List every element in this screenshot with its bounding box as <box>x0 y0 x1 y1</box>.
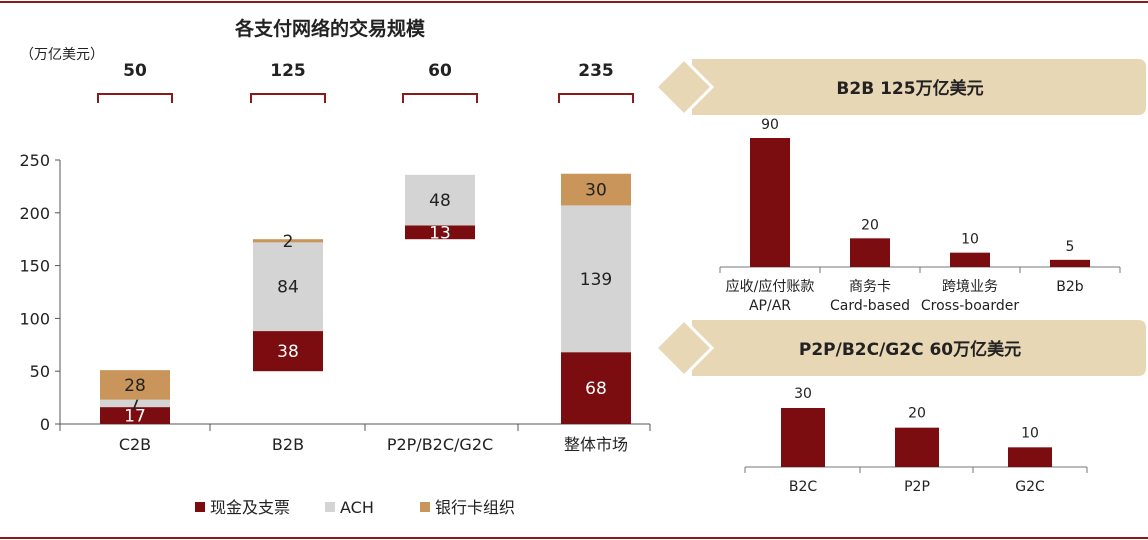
x-tick-label: P2P/B2C/G2C <box>387 435 493 454</box>
stacked-bar-segment <box>253 331 323 372</box>
bar-data-label: 38 <box>277 342 299 362</box>
legend-label: ACH <box>340 498 374 517</box>
total-label: 60 <box>428 61 452 81</box>
p2p-bar-value: 30 <box>794 386 812 402</box>
bar-data-label: 84 <box>277 278 299 298</box>
total-bracket <box>402 93 478 103</box>
y-tick-label: 50 <box>30 362 50 381</box>
stacked-bar-segment <box>561 352 631 424</box>
b2b-bar-value: 10 <box>961 232 979 248</box>
p2p-bar <box>895 427 939 467</box>
bar-data-label: 30 <box>585 181 607 201</box>
y-tick-label: 0 <box>40 415 50 434</box>
x-tick-label: 整体市场 <box>564 435 628 454</box>
legend-swatch <box>420 502 430 512</box>
legend-swatch <box>325 502 335 512</box>
p2p-bar-value: 20 <box>908 406 926 422</box>
stacked-bar-segment <box>100 399 170 408</box>
p2p-bar <box>1008 447 1052 467</box>
b2b-bar <box>950 252 990 267</box>
bar-data-label: 48 <box>429 191 451 211</box>
b2b-category-label: 商务卡 Card-based <box>830 279 910 314</box>
bar-data-label: 68 <box>585 379 607 399</box>
stacked-bar-segment <box>561 205 631 353</box>
total-label: 235 <box>578 61 614 81</box>
y-tick-label: 200 <box>19 204 50 223</box>
banner-diamond <box>653 317 715 379</box>
p2p-category-label: B2C <box>789 479 818 495</box>
p2p-category-label: G2C <box>1015 479 1045 495</box>
bar-data-label: 139 <box>580 270 612 290</box>
b2b-bar <box>1050 259 1090 267</box>
stacked-bar-segment <box>561 173 631 206</box>
bar-data-label: 28 <box>124 376 146 396</box>
stacked-bar-segment <box>405 225 475 240</box>
b2b-bar-value: 20 <box>861 217 879 233</box>
b2b-category-label: B2b <box>1056 279 1084 295</box>
bar-data-label: 13 <box>429 223 451 243</box>
b2b-bar <box>850 238 890 267</box>
b2b-banner-title: B2B 125万亿美元 <box>836 78 983 99</box>
stacked-bar-segment <box>100 370 170 400</box>
x-tick-label: C2B <box>119 435 151 454</box>
total-bracket <box>558 93 634 103</box>
banner-band <box>692 320 1146 376</box>
stacked-bar-segment <box>100 407 170 424</box>
total-bracket <box>97 93 173 103</box>
bar-data-label: 7 <box>130 394 141 414</box>
stacked-bar-segment <box>253 242 323 332</box>
b2b-category-label: 应收/应付账款 AP/AR <box>726 278 815 314</box>
total-label: 125 <box>270 61 306 81</box>
bar-data-label: 17 <box>124 407 146 427</box>
total-label: 50 <box>123 61 147 81</box>
stacked-bar-segment <box>253 239 323 243</box>
x-tick-label: B2B <box>272 435 304 454</box>
total-bracket <box>250 93 326 103</box>
p2p-category-label: P2P <box>904 479 930 495</box>
p2p-bar-value: 10 <box>1021 425 1039 441</box>
p2p-banner-title: P2P/B2C/G2C 60万亿美元 <box>799 339 1021 360</box>
legend-label: 现金及支票 <box>210 498 290 517</box>
y-tick-label: 150 <box>19 257 50 276</box>
legend-label: 银行卡组织 <box>435 498 515 517</box>
banner-diamond <box>653 56 715 118</box>
stacked-bar-segment <box>405 174 475 226</box>
b2b-bar-value: 90 <box>761 117 779 133</box>
y-axis-label: （万亿美元） <box>20 47 104 63</box>
bar-data-label: 2 <box>283 232 294 252</box>
legend-swatch <box>195 502 205 512</box>
b2b-bar-value: 5 <box>1066 239 1075 255</box>
p2p-bar <box>781 408 825 467</box>
y-tick-label: 100 <box>19 309 50 328</box>
chart-title: 各支付网络的交易规模 <box>234 17 426 40</box>
b2b-category-label: 跨境业务 Cross-boarder <box>921 279 1019 314</box>
b2b-bar <box>750 138 790 267</box>
y-tick-label: 250 <box>19 151 50 170</box>
banner-band <box>692 59 1146 115</box>
